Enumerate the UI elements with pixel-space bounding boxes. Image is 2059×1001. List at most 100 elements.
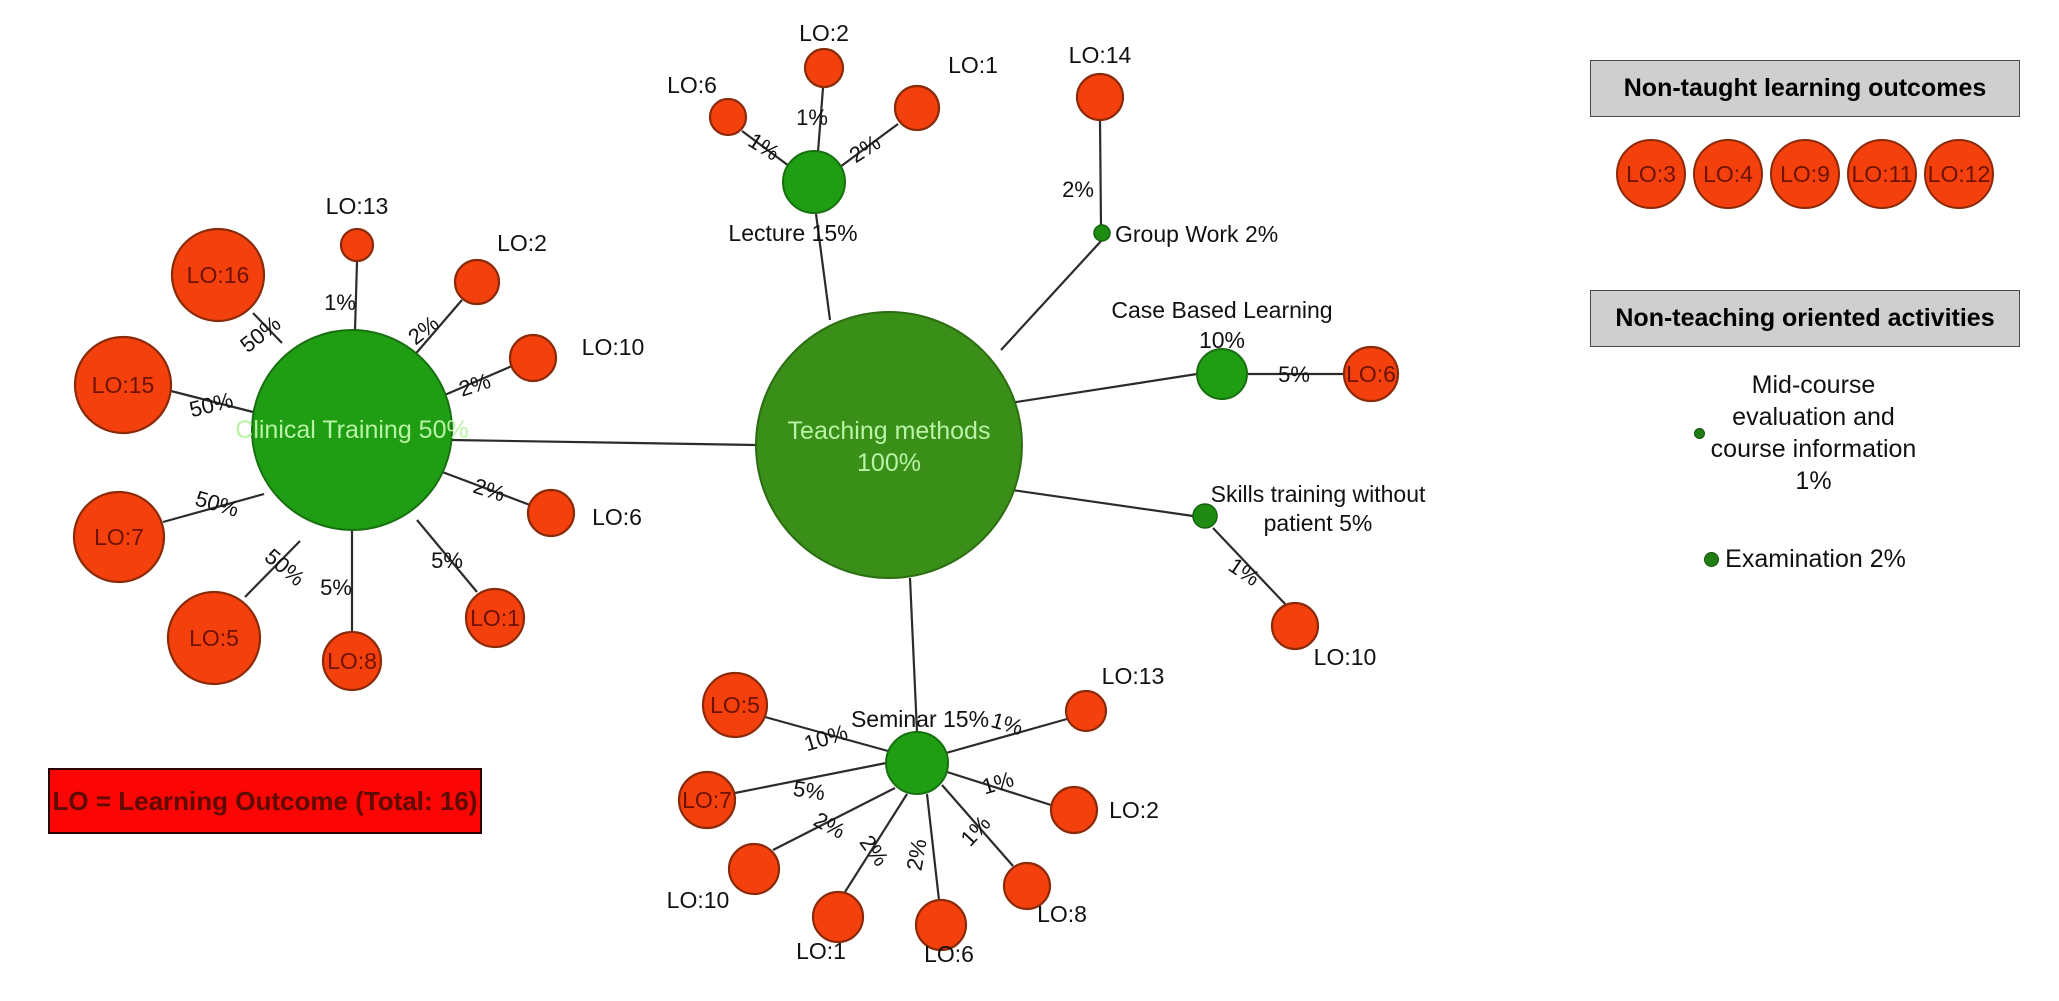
node-clinical-training-label: Clinical Training 50% <box>235 416 468 444</box>
lo-node-clinical-lo2[interactable] <box>453 258 501 306</box>
edge-lecture-lo2 <box>816 87 825 153</box>
node-skills-training[interactable] <box>1192 503 1218 529</box>
lo-node-clinical-lo5-label: LO:5 <box>189 625 239 651</box>
non-taught-outcome-lo4[interactable]: LO:4 <box>1693 139 1763 209</box>
lo-node-clinical-lo13-label: LO:13 <box>326 193 389 219</box>
edge-seminar-lo7 <box>734 761 887 795</box>
activity-dot-icon <box>1693 427 1705 439</box>
non-taught-outcome-lo11[interactable]: LO:11 <box>1847 139 1917 209</box>
lo-node-skills-lo10[interactable] <box>1270 601 1320 651</box>
edge-label-seminar-lo7: 5% <box>792 776 827 806</box>
edge-teaching-groupwork <box>1000 239 1103 351</box>
lo-legend-box: LO = Learning Outcome (Total: 16) <box>48 768 482 834</box>
edge-clinical-lo1 <box>416 519 478 593</box>
lo-node-seminar-lo13-label: LO:13 <box>1102 663 1165 689</box>
edge-seminar-lo2 <box>946 770 1052 807</box>
label-lecture: Lecture 15% <box>728 220 857 246</box>
non-teaching-activities-panel: Non-teaching oriented activities Mid-cou… <box>1590 290 2020 575</box>
lo-node-clinical-lo7[interactable] <box>72 490 166 584</box>
non-teaching-activities-title: Non-teaching oriented activities <box>1590 290 2020 347</box>
lo-node-seminar-lo5[interactable] <box>701 671 769 739</box>
lo-node-skills-lo10-label: LO:10 <box>1314 644 1377 670</box>
node-group-work[interactable] <box>1093 224 1111 242</box>
edge-label-seminar-lo13: 1% <box>988 707 1025 740</box>
free-label-layer: Lecture 15% Seminar 15% Group Work 2% Case … <box>728 220 1426 732</box>
edge-lecture-lo1 <box>839 123 899 168</box>
lo-node-groupwork-lo14[interactable] <box>1075 72 1125 122</box>
lo-node-clinical-lo13[interactable] <box>339 227 375 263</box>
lo-node-clinical-lo15[interactable] <box>73 335 173 435</box>
lo-node-lecture-lo6[interactable] <box>708 97 748 137</box>
node-lecture[interactable] <box>782 150 846 214</box>
edge-label-lecture-lo1: 2% <box>845 130 885 168</box>
node-clinical-training[interactable] <box>251 329 453 531</box>
lo-node-clinical-lo8[interactable] <box>321 630 383 692</box>
lo-node-clinical-lo1[interactable] <box>464 587 526 649</box>
lo-node-clinical-lo1-label: LO:1 <box>470 605 520 631</box>
lo-node-seminar-lo2-label: LO:2 <box>1109 797 1159 823</box>
edge-seminar-lo6 <box>925 793 941 901</box>
lo-node-seminar-lo6[interactable] <box>914 898 968 952</box>
lo-node-clinical-lo6[interactable] <box>526 488 576 538</box>
lo-node-seminar-lo13[interactable] <box>1064 689 1108 733</box>
edge-label-seminar-lo2: 1% <box>979 766 1017 799</box>
node-teaching-methods[interactable] <box>755 311 1023 579</box>
lo-node-lecture-lo1[interactable] <box>893 84 941 132</box>
edge-label-lecture-lo2: 1% <box>796 105 828 130</box>
edge-label-cbl-lo6: 5% <box>1278 362 1310 387</box>
node-case-based-learning[interactable] <box>1196 348 1248 400</box>
edge-seminar-lo10 <box>772 787 896 851</box>
non-taught-outcome-lo9[interactable]: LO:9 <box>1770 139 1840 209</box>
lo-node-seminar-lo6-label: LO:6 <box>924 941 974 967</box>
edge-teaching-cbl <box>1009 372 1198 405</box>
node-seminar[interactable] <box>885 731 949 795</box>
edge-clinical-lo2 <box>411 299 463 359</box>
edge-label-clinical-lo5: 50% <box>260 544 310 591</box>
label-cbl-1: Case Based Learning <box>1111 297 1332 323</box>
edge-label-clinical-lo10: 2% <box>456 368 494 402</box>
lo-node-clinical-lo10[interactable] <box>508 333 558 383</box>
non-teaching-activity-label: Examination 2% <box>1725 545 1906 573</box>
edge-label-clinical-lo7: 50% <box>192 486 241 522</box>
edge-label-groupwork-lo14: 2% <box>1062 177 1094 202</box>
edge-teaching-clinical <box>451 438 757 447</box>
non-taught-outcome-lo3[interactable]: LO:3 <box>1616 139 1686 209</box>
lo-node-seminar-lo10[interactable] <box>727 842 781 896</box>
edge-label-seminar-lo8: 1% <box>956 811 996 851</box>
lo-node-seminar-lo2[interactable] <box>1049 785 1099 835</box>
non-taught-outcomes-title: Non-taught learning outcomes <box>1590 60 2020 117</box>
lo-node-seminar-lo7[interactable] <box>677 770 737 830</box>
lo-node-seminar-lo8[interactable] <box>1002 861 1052 911</box>
non-taught-outcome-lo12[interactable]: LO:12 <box>1924 139 1994 209</box>
edge-label-skills-lo10: 1% <box>1224 553 1264 592</box>
non-taught-outcomes-panel: Non-taught learning outcomes LO:3 LO:4 LO:… <box>1590 60 2020 209</box>
lo-node-lecture-lo6-label: LO:6 <box>667 72 717 98</box>
lo-legend-text: LO = Learning Outcome (Total: 16) <box>52 785 478 816</box>
label-cbl-2: 10% <box>1199 327 1245 353</box>
lo-node-cbl-lo6[interactable] <box>1342 345 1400 403</box>
edge-label-clinical-lo8: 5% <box>320 575 352 600</box>
edge-teaching-skills <box>1011 488 1194 518</box>
node-teaching-methods-label: Teaching methods <box>788 417 991 445</box>
lo-node-lecture-lo1-label: LO:1 <box>948 52 998 78</box>
label-skills-2: patient 5% <box>1264 510 1373 536</box>
non-teaching-activity-list: Mid-course evaluation and course informati… <box>1590 369 2020 575</box>
learning-outcome-layer: LO:16 LO:15 LO:7 LO:5 LO:8 LO:1 LO:13 LO:2 LO:10… <box>72 20 1400 967</box>
edge-label-clinical-lo13: 1% <box>324 290 356 315</box>
lo-node-lecture-lo2[interactable] <box>803 47 845 89</box>
lo-node-seminar-lo8-label: LO:8 <box>1037 901 1087 927</box>
activity-dot-icon <box>1704 551 1720 567</box>
lo-node-clinical-lo10-label: LO:10 <box>582 334 645 360</box>
edge-teaching-lecture <box>814 213 832 321</box>
lo-node-seminar-lo1[interactable] <box>811 890 865 944</box>
non-taught-outcome-list: LO:3 LO:4 LO:9 LO:11 LO:12 <box>1590 139 2020 209</box>
lo-node-clinical-lo5[interactable] <box>166 590 262 686</box>
lo-node-clinical-lo7-label: LO:7 <box>94 524 144 550</box>
edge-clinical-lo13 <box>353 261 359 331</box>
edge-label-clinical-lo6: 2% <box>470 473 508 507</box>
edge-layer <box>162 87 1344 901</box>
lo-node-clinical-lo16[interactable] <box>170 227 266 323</box>
edge-seminar-lo5 <box>764 715 889 753</box>
